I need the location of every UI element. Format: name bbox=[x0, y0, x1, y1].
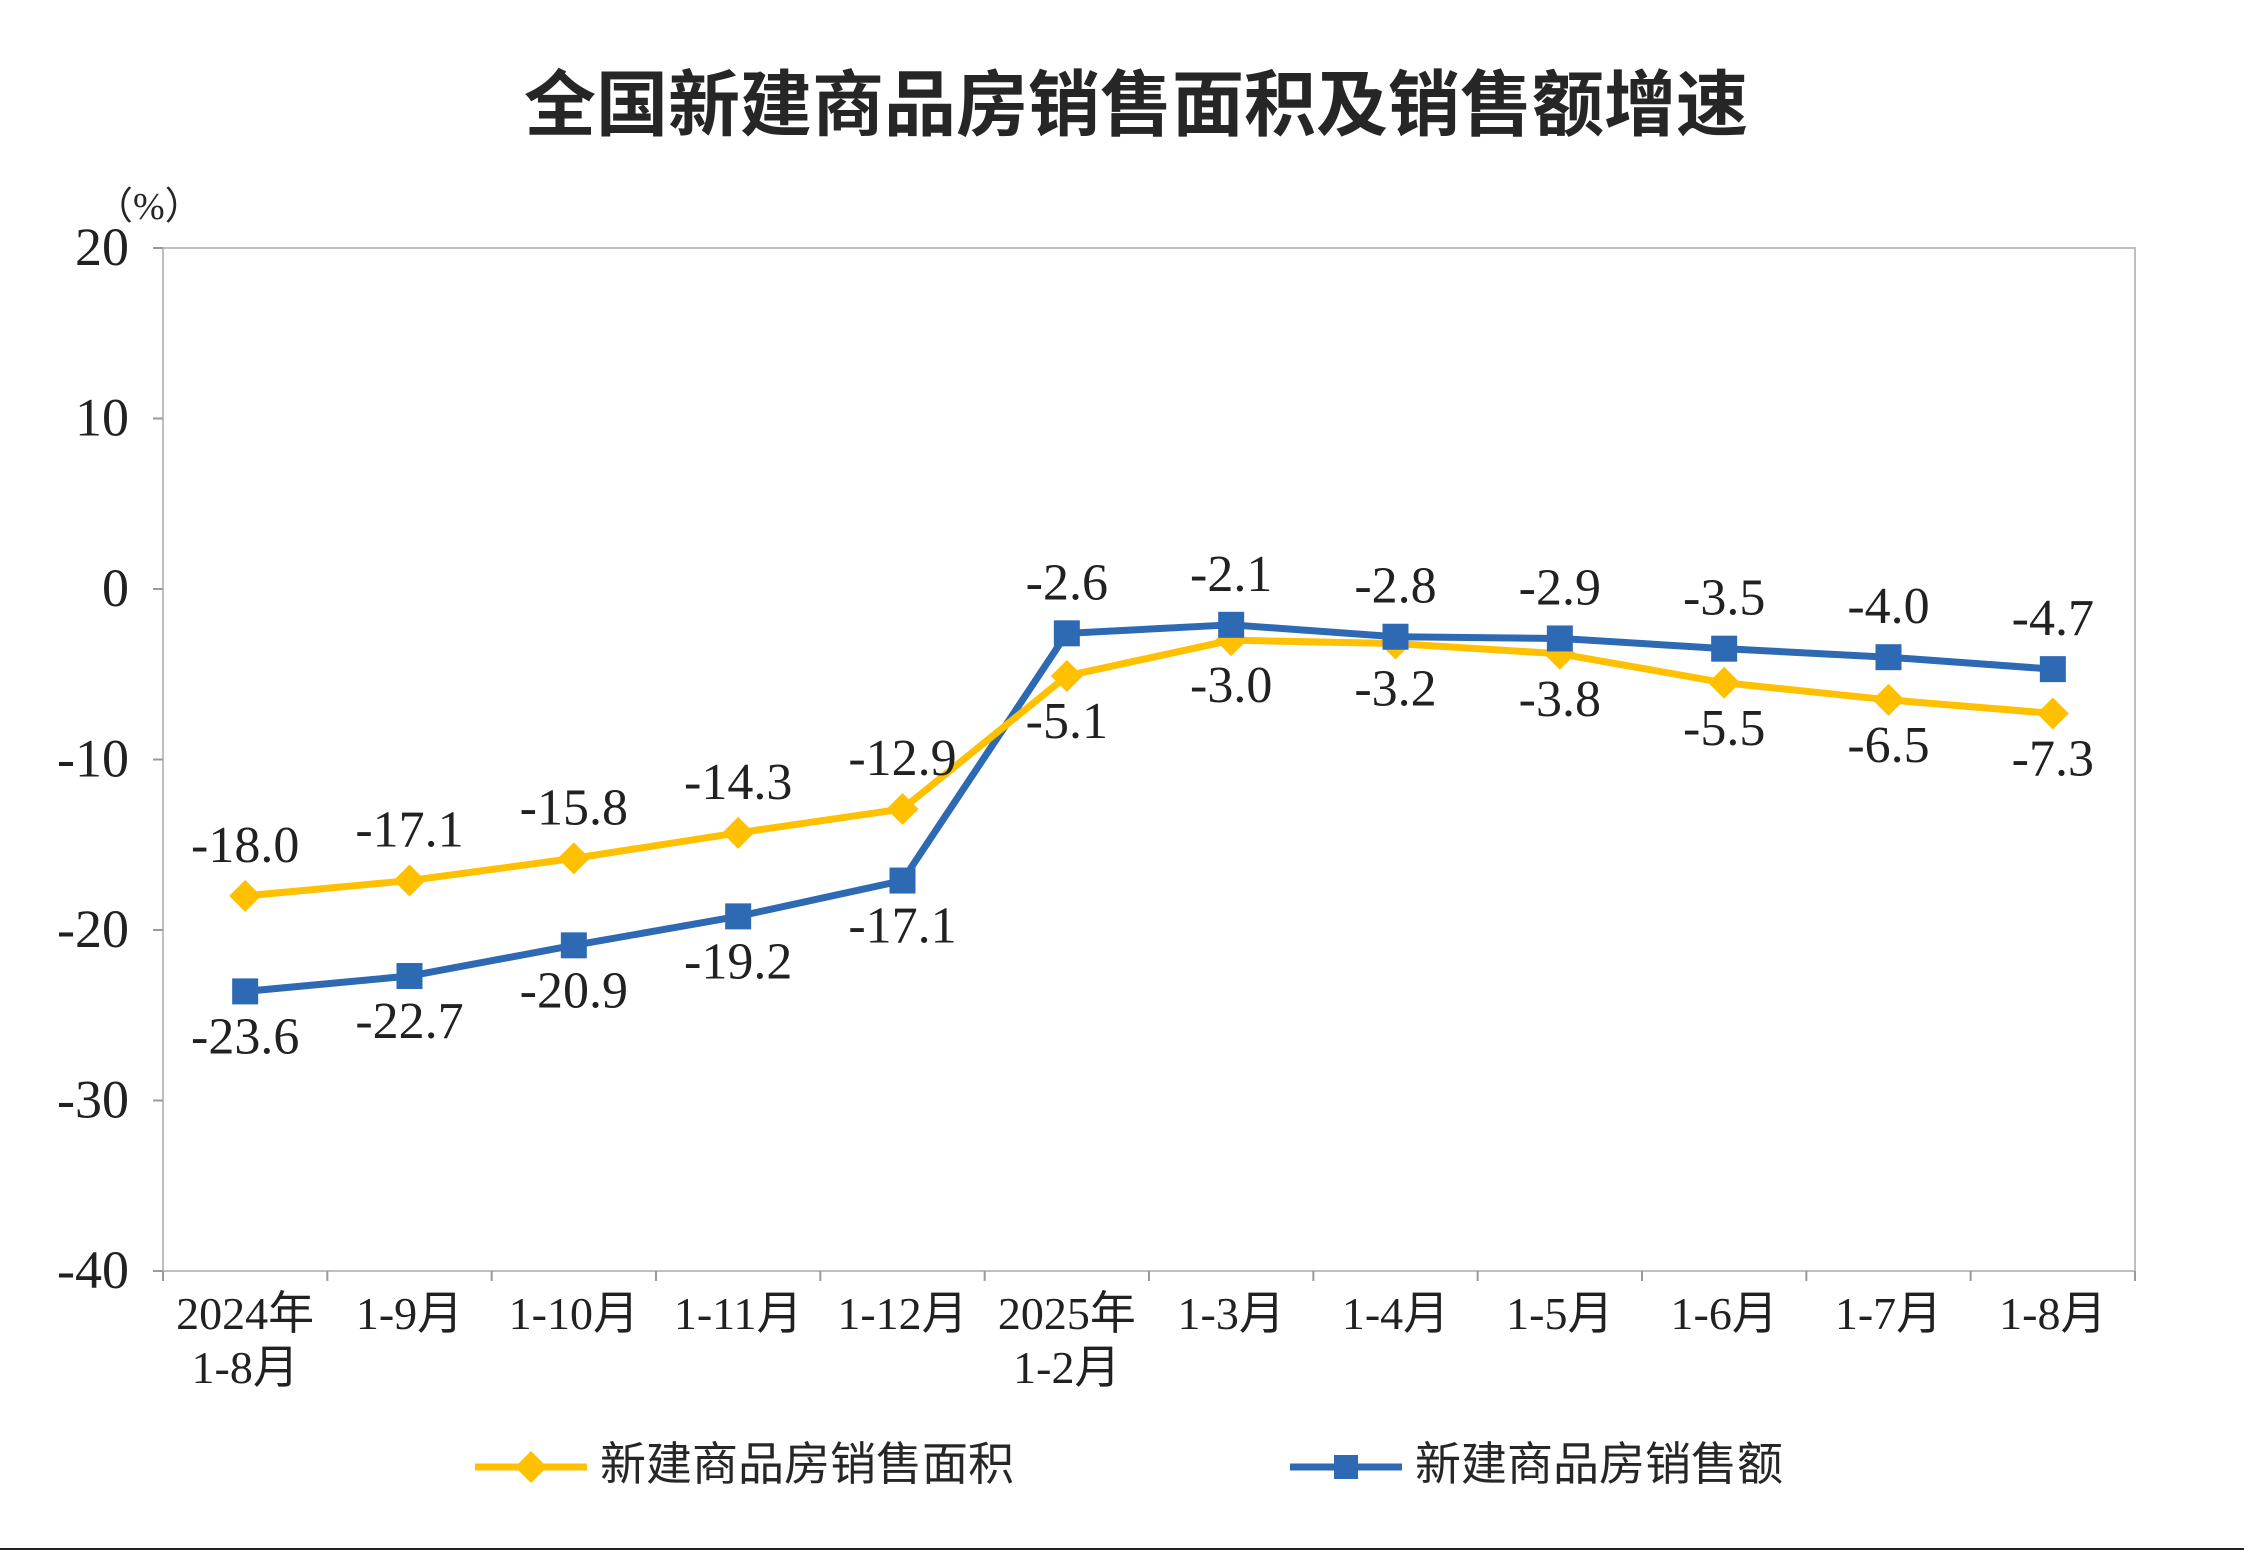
svg-text:新建商品房销售额: 新建商品房销售额 bbox=[1415, 1439, 1783, 1490]
svg-text:新建商品房销售面积: 新建商品房销售面积 bbox=[600, 1439, 1014, 1490]
